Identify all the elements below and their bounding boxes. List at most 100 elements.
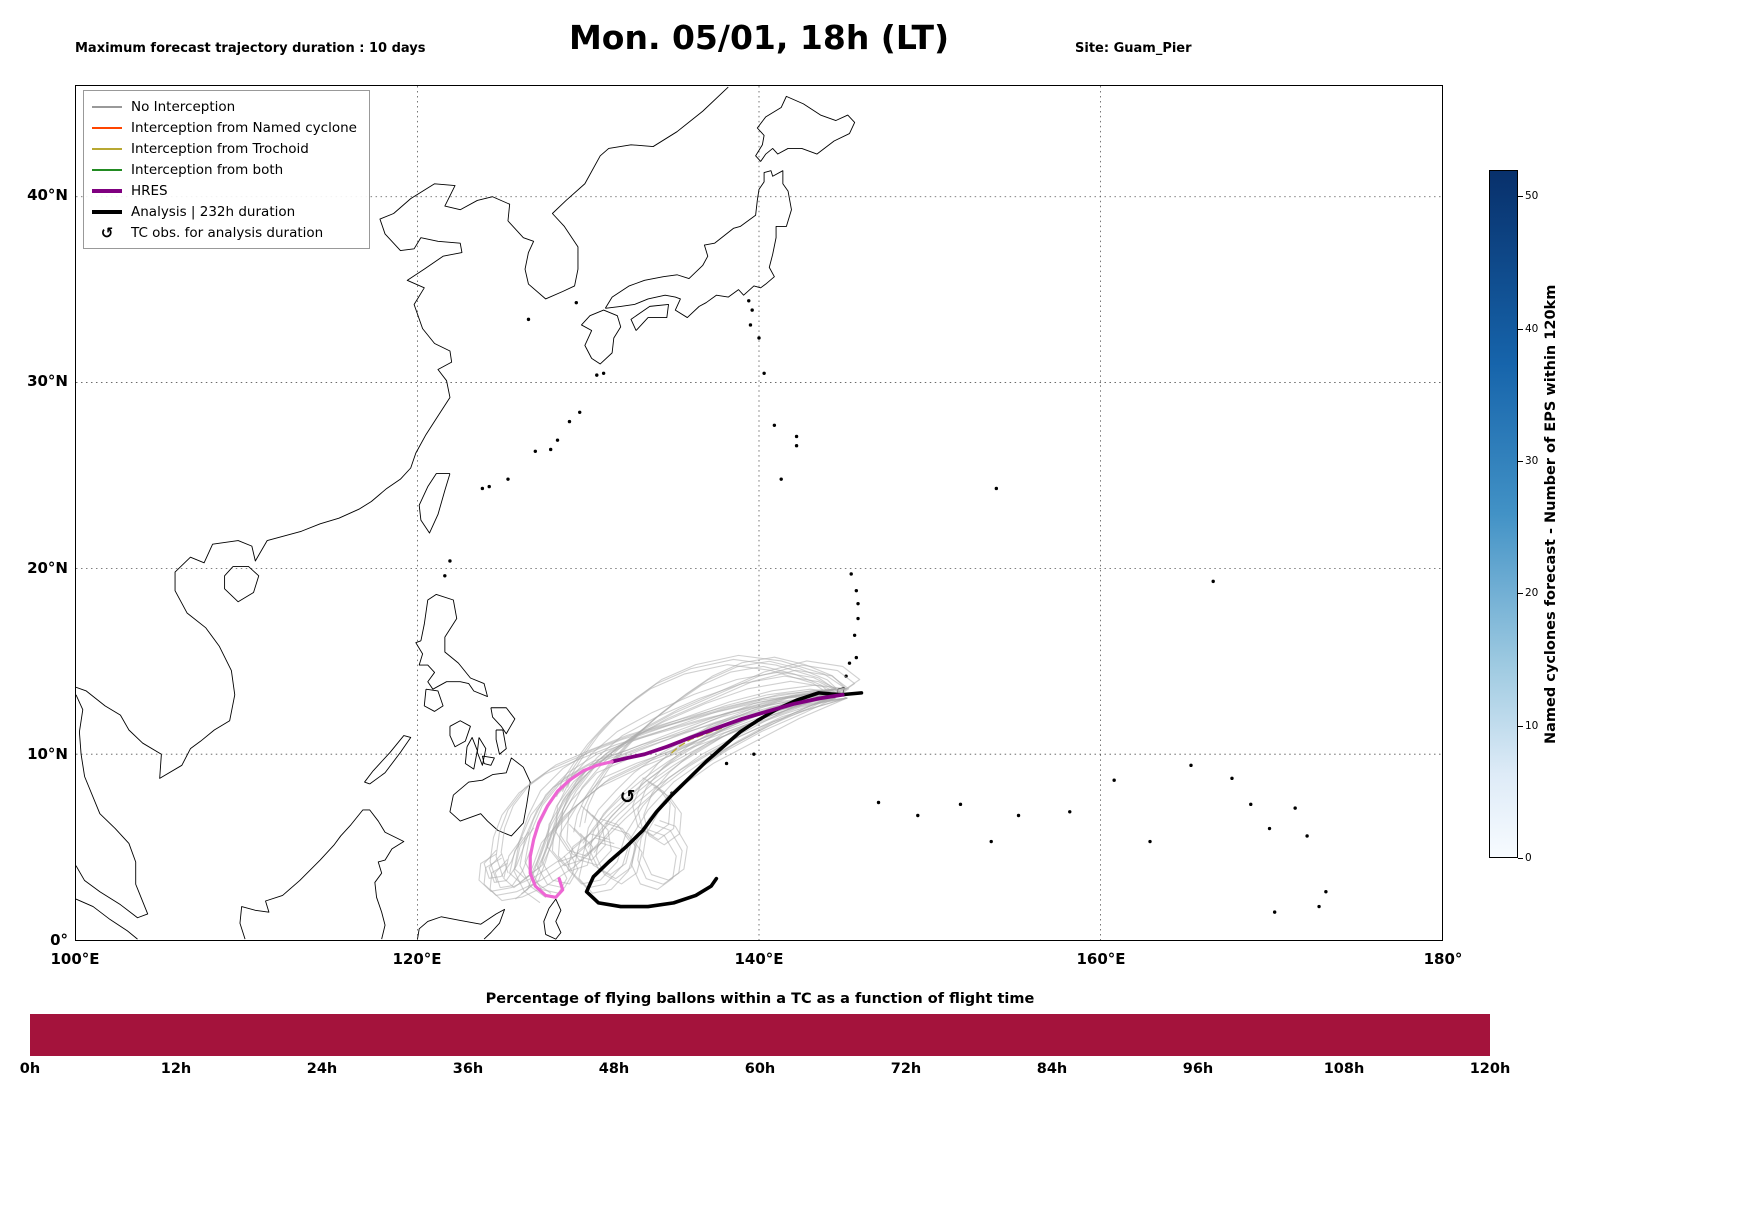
legend-line (92, 209, 122, 214)
figure-title: Mon. 05/01, 18h (LT) (568, 18, 950, 57)
config-line: Maximum forecast trajectory duration : 1… (75, 41, 426, 56)
colorbar-tick-label: 20 (1525, 587, 1539, 600)
coastline (755, 95, 856, 162)
legend-item: HRES (92, 180, 357, 201)
island-dot (854, 588, 859, 593)
coastline (476, 737, 487, 766)
flight-time-tick: 12h (160, 1061, 192, 1077)
island-dot (1305, 834, 1309, 838)
legend-item: Interception from both (92, 159, 357, 180)
island-dot (779, 477, 783, 481)
site-line: Site: Guam_Pier (1075, 41, 1192, 56)
coastline (490, 707, 516, 735)
flight-time-tick: 120h (1469, 1061, 1511, 1077)
island-dot (856, 601, 860, 606)
island-dot (989, 839, 993, 844)
island-dot (506, 477, 510, 481)
coastline (76, 898, 138, 940)
legend-line (92, 126, 122, 129)
island-dot (852, 633, 857, 637)
track-eps (515, 669, 850, 900)
island-dot (750, 308, 754, 312)
track-eps (637, 692, 842, 885)
island-dot (1293, 806, 1297, 810)
colorbar-tick-label: 50 (1525, 190, 1539, 203)
track-eps (503, 693, 836, 889)
coastline (418, 473, 451, 534)
track-eps (555, 671, 837, 857)
bottom-chart-title: Percentage of flying ballons within a TC… (485, 991, 1035, 1007)
island-dot (526, 317, 531, 322)
y-axis-tick: 30°N (27, 372, 68, 391)
island-dot (916, 813, 920, 818)
x-axis-tick: 180° (1423, 950, 1463, 968)
island-dot (448, 559, 452, 563)
island-dot (548, 447, 553, 452)
island-dot (1267, 826, 1272, 831)
coastline (417, 908, 506, 940)
island-dot (480, 486, 485, 491)
legend-label: TC obs. for analysis duration (131, 224, 324, 241)
island-dot (443, 574, 447, 578)
track-eps (519, 692, 842, 898)
track-eps (587, 692, 842, 848)
x-axis-tick: 100°E (50, 950, 100, 968)
island-dot (1249, 802, 1253, 807)
island-dot (1230, 776, 1234, 781)
coastline (495, 729, 507, 755)
tc-obs-symbol: ↺ (100, 223, 114, 242)
coastline (449, 757, 531, 837)
legend-line (92, 168, 122, 171)
coastline (76, 86, 729, 779)
legend-line (92, 147, 122, 150)
track-eps (642, 688, 847, 881)
colorbar-tick-label: 40 (1525, 322, 1539, 335)
map-legend: No Interception Interception from Named c… (83, 90, 370, 249)
track-eps (584, 688, 837, 876)
island-dot (757, 336, 761, 340)
track-eps (573, 665, 836, 833)
y-axis-tick: 40°N (27, 186, 68, 204)
track-eps (500, 688, 847, 874)
island-dot (1324, 889, 1328, 894)
colorbar-gradient (1490, 171, 1517, 857)
legend-line-sample (92, 209, 122, 214)
coastline (415, 593, 488, 698)
track-hres (610, 692, 845, 764)
track-eps (526, 660, 861, 890)
track-eps (541, 688, 847, 885)
legend-item: ↺ TC obs. for analysis duration (92, 222, 357, 243)
colorbar-tick-label: 10 (1525, 719, 1539, 732)
island-dot (555, 438, 560, 442)
colorbar-tick-label: 0 (1525, 852, 1532, 864)
track-eps (530, 697, 836, 894)
island-dot (854, 655, 859, 660)
coastline (464, 737, 478, 770)
map-canvas: ↺ (76, 86, 1442, 940)
island-dot (574, 300, 578, 305)
legend-line-sample (92, 147, 122, 150)
legend-label: Analysis | 232h duration (131, 203, 296, 220)
island-dot (748, 323, 753, 327)
island-dot (794, 434, 799, 439)
island-dot (1317, 904, 1321, 909)
track-eps (567, 654, 847, 788)
tc-obs-marker: ↺ (620, 786, 636, 808)
island-dot (1112, 778, 1116, 782)
track-eps (509, 688, 842, 883)
colorbar (1489, 170, 1518, 858)
island-dot (958, 802, 963, 807)
legend-item: Interception from Named cyclone (92, 117, 357, 138)
flight-time-tick: 60h (744, 1061, 776, 1077)
island-dot (601, 371, 606, 375)
coastline (543, 898, 562, 940)
colorbar-tickmark (1518, 725, 1523, 727)
y-axis-tick: 0° (50, 931, 68, 949)
y-axis-tick: 20°N (27, 558, 68, 577)
track-eps (632, 688, 837, 837)
tc-percentage-bar (30, 1014, 1490, 1056)
colorbar-label: Named cyclones forecast - Number of EPS … (1543, 284, 1559, 744)
legend-item: Interception from Trochoid (92, 138, 357, 159)
island-dot (533, 449, 538, 454)
coastline (224, 566, 260, 603)
